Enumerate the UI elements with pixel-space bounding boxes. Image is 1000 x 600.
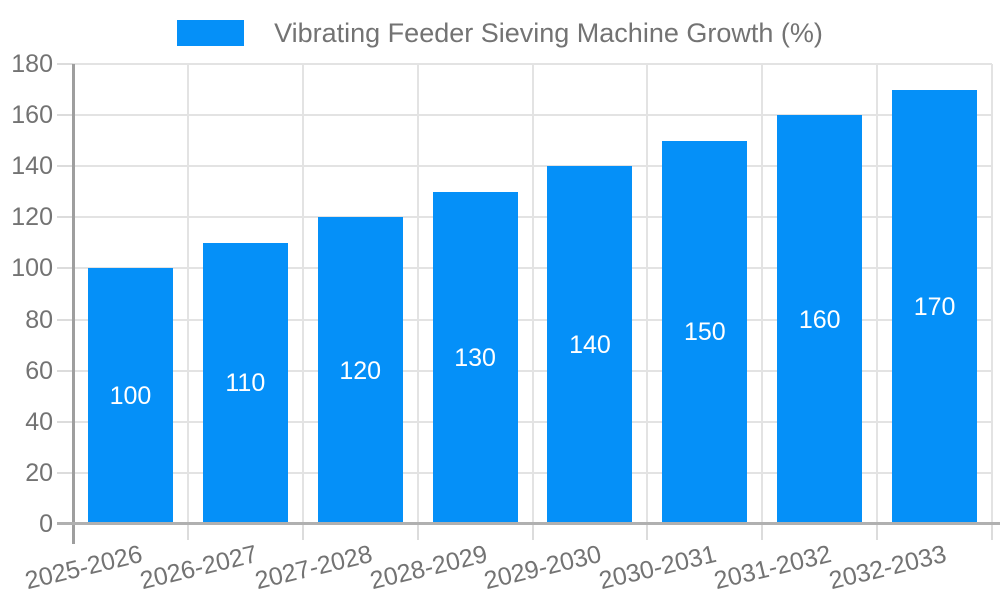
bar-value-label: 160	[798, 305, 841, 334]
legend-item[interactable]: Vibrating Feeder Sieving Machine Growth …	[0, 16, 1000, 50]
bar-2029-2030[interactable]	[547, 166, 633, 523]
y-axis-tick	[57, 267, 73, 270]
bar-value-label: 140	[569, 331, 611, 360]
legend-label: Vibrating Feeder Sieving Machine Growth …	[274, 17, 823, 48]
y-axis-tick	[57, 63, 73, 65]
x-tick-label: 2031-2032	[711, 540, 835, 596]
y-axis-tick	[57, 420, 73, 423]
y-tick-label: 40	[25, 407, 53, 436]
x-axis-tick	[416, 524, 419, 540]
bar-2025-2026[interactable]	[87, 268, 173, 523]
x-axis-tick	[646, 524, 649, 540]
y-tick-label: 0	[39, 510, 53, 538]
bar-2027-2028[interactable]	[317, 217, 403, 523]
legend-swatch	[177, 20, 245, 46]
y-tick-label: 60	[25, 356, 53, 385]
x-gridline	[991, 64, 993, 524]
y-tick-label: 120	[11, 203, 53, 232]
x-axis-line	[57, 522, 1000, 525]
bar-2026-2027[interactable]	[202, 242, 288, 523]
y-axis-tick	[57, 114, 73, 117]
x-gridline	[876, 64, 879, 524]
y-tick-label: 160	[11, 101, 53, 130]
x-axis-tick	[531, 524, 534, 540]
y-axis-tick	[57, 369, 73, 372]
x-gridline	[186, 64, 189, 524]
x-tick-label: 2025-2026	[22, 540, 145, 596]
y-axis-tick	[57, 471, 73, 474]
bar-value-label: 110	[225, 369, 266, 398]
bar-value-label: 120	[339, 356, 382, 385]
bar-2031-2032[interactable]	[777, 115, 863, 523]
x-gridline	[761, 64, 764, 524]
x-axis-tick	[301, 524, 304, 540]
y-tick-label: 100	[11, 254, 53, 283]
x-gridline	[646, 64, 649, 524]
bar-value-label: 170	[913, 292, 956, 321]
bar-2028-2029[interactable]	[432, 191, 518, 523]
bar-value-label: 150	[683, 318, 726, 347]
y-axis-tick	[57, 318, 73, 321]
x-tick-label: 2030-2031	[596, 540, 720, 596]
x-tick-label: 2027-2028	[251, 540, 375, 596]
bar-2030-2031[interactable]	[662, 140, 748, 523]
y-axis-tick	[57, 165, 73, 168]
bar-value-label: 100	[109, 382, 152, 411]
x-tick-label: 2028-2029	[366, 540, 490, 596]
y-tick-label: 180	[11, 50, 53, 78]
x-axis-tick	[876, 524, 879, 540]
x-tick-label: 2029-2030	[481, 540, 605, 596]
x-tick-label: 2026-2027	[137, 540, 260, 596]
x-axis-tick	[991, 524, 993, 540]
y-axis-tick	[57, 216, 73, 219]
y-axis-line	[72, 64, 75, 544]
bar-value-label: 130	[454, 343, 496, 372]
x-gridline	[301, 64, 304, 524]
x-axis-tick	[761, 524, 764, 540]
x-axis-tick	[186, 524, 189, 540]
x-gridline	[416, 64, 419, 524]
y-tick-label: 140	[11, 152, 53, 181]
y-tick-label: 80	[25, 305, 53, 334]
x-tick-label: 2032-2033	[826, 540, 950, 596]
y-tick-label: 20	[25, 458, 53, 487]
bar-2032-2033[interactable]	[892, 89, 978, 523]
x-gridline	[531, 64, 534, 524]
